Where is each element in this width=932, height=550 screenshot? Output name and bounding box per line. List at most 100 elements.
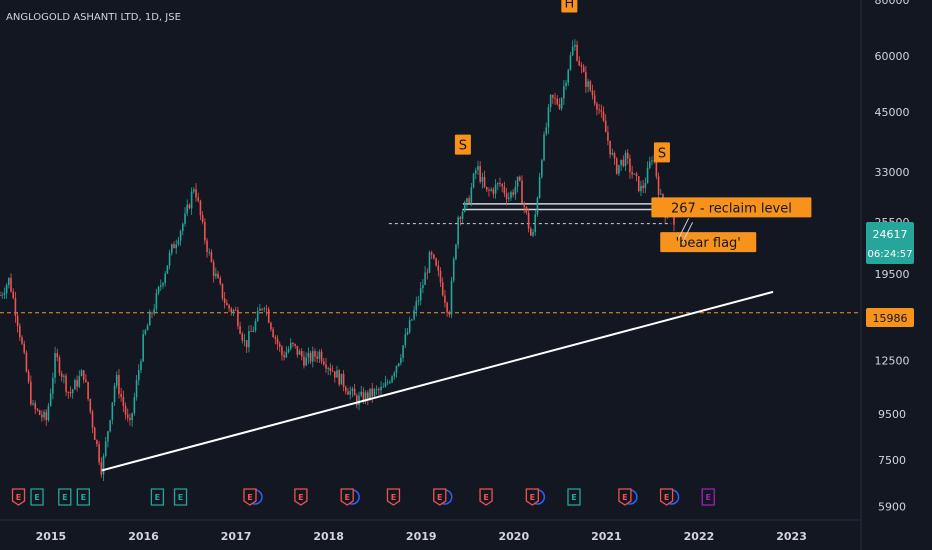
event-marker-15[interactable]: E [659,488,680,506]
candle-body [642,185,644,189]
candle-body [82,370,85,380]
candle-body [113,385,116,403]
candle-body [210,251,213,263]
event-marker-14[interactable]: E [618,488,638,506]
candle-body [411,319,413,321]
candle-body [340,373,343,385]
event-letter: E [344,493,349,502]
candle-body [52,377,54,394]
candle-body [16,315,19,326]
event-letter: E [16,493,21,502]
bear-flag-sketch[interactable] [678,218,694,243]
event-marker-5[interactable]: E [173,488,188,506]
candle-body [294,343,296,346]
price-tick-label: 19500 [875,268,910,281]
annotation-bg [653,142,670,163]
candle-body [578,60,581,66]
candle-body [157,286,160,293]
time-axis[interactable]: 2015 2016 2017 2018 2019 2020 2021 2022 2023 [36,530,807,543]
candle-body [195,189,197,198]
annotation-bg [454,134,471,155]
candle-body [565,82,567,86]
candle-body [435,258,437,266]
time-tick-label: 2022 [684,530,715,543]
event-marker-9[interactable]: E [386,488,401,506]
candle-body [490,189,492,191]
earnings-marker [11,488,26,506]
candle-body [41,414,43,418]
candle-body [104,441,107,456]
event-marker-3[interactable]: E [76,488,90,506]
candle-body [197,197,200,201]
event-marker-0[interactable]: E [11,488,26,506]
candle-body [538,176,541,198]
event-marker-2[interactable]: E [58,488,72,506]
candle-body [43,412,45,418]
candle-body [221,283,224,299]
event-marker-8[interactable]: E [340,488,360,506]
annotations[interactable]: S H S 267 - reclaim level 'bear flag' [454,0,812,253]
event-marker-11[interactable]: E [479,488,493,506]
candle-body [193,189,195,192]
candle-body [514,186,517,195]
support-trendline[interactable] [101,290,774,472]
candle-body [419,288,422,301]
candle-body [358,395,360,405]
candle-body [604,120,607,133]
event-marker-16[interactable]: E [701,488,715,506]
annotation-text: 267 - reclaim level [671,201,792,216]
candle-body [168,252,171,266]
candle-body [259,308,261,311]
candle-body [179,231,182,241]
annotation-1[interactable]: H [561,0,578,13]
candle-body [47,405,50,421]
candle-body [505,193,508,199]
earnings-marker [386,488,401,506]
time-tick-label: 2023 [776,530,807,543]
annotation-4[interactable]: 'bear flag' [660,232,757,253]
trendline[interactable] [101,290,774,472]
event-marker-6[interactable]: E [243,488,263,506]
candle-body [342,373,345,388]
candles [0,39,675,482]
candle-body [96,439,98,445]
candle-body [402,345,404,358]
event-marker-1[interactable]: E [30,488,44,506]
earnings-marker [30,488,44,506]
candle-body [199,200,202,216]
candle-body [655,160,658,177]
candle-body [455,244,457,260]
event-marker-12[interactable]: E [525,488,546,506]
candle-body [107,431,109,442]
candle-body [318,351,321,359]
candle-body [67,391,70,393]
annotation-3[interactable]: 267 - reclaim level [651,197,812,218]
candle-body [659,194,662,195]
candle-body [631,172,633,175]
candle-body [510,192,512,198]
event-marker-10[interactable]: E [433,488,453,506]
annotation-0[interactable]: S [454,134,471,155]
candle-body [554,97,556,99]
candle-body [303,356,305,366]
candle-body [466,198,468,203]
candle-body [245,340,248,348]
candle-body [215,273,217,277]
annotation-bg [561,0,578,13]
candle-body [527,212,530,229]
candle-body [3,293,6,295]
last-price-value: 24617 [873,228,908,241]
event-marker-13[interactable]: E [567,488,581,506]
event-letter: E [664,493,669,502]
annotation-2[interactable]: S [653,142,670,163]
event-marker-7[interactable]: E [294,488,308,506]
candle-body [10,277,12,292]
candle-body [413,310,415,320]
candle-body [228,305,230,309]
event-marker-4[interactable]: E [150,488,165,506]
candle-body [530,228,532,236]
candle-body [400,357,402,364]
candle-body [254,320,257,331]
